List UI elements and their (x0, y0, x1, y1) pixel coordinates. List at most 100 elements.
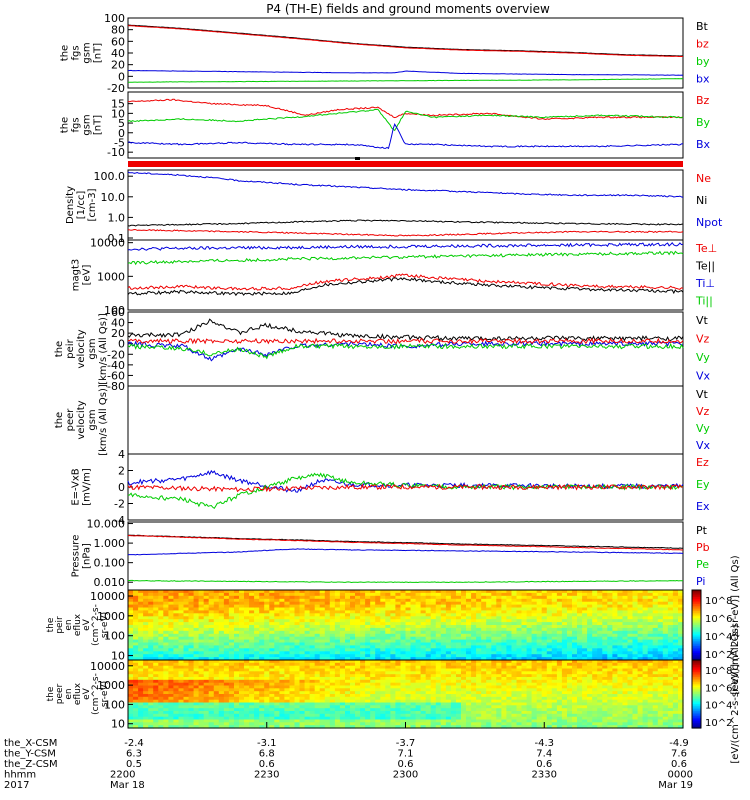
spectrogram-cell (395, 613, 401, 617)
spectrogram-cell (461, 654, 467, 658)
spectrogram-cell (678, 639, 684, 644)
spectrogram-cell (395, 642, 401, 646)
spectrogram-cell (506, 627, 512, 632)
spectrogram-cell (556, 677, 563, 681)
spectrogram-cell (269, 622, 275, 626)
spectrogram-cell (158, 619, 164, 623)
spectrogram-cell (587, 625, 593, 629)
spectrogram-cell (541, 705, 548, 709)
spectrogram-cell (375, 682, 381, 687)
spectrogram-cell (259, 630, 265, 635)
spectrogram-cell (133, 657, 139, 661)
spectrogram-cell (264, 705, 270, 709)
series-Ni (127, 219, 684, 227)
spectrogram-cell (491, 668, 497, 672)
spectrogram-cell (324, 616, 331, 620)
spectrogram-cell (193, 691, 200, 695)
y-tick-label: 20 (111, 327, 125, 340)
spectrogram-cell (360, 688, 366, 692)
spectrogram-cell (425, 679, 432, 684)
spectrogram-cell (193, 668, 200, 672)
spectrogram-cell (617, 657, 623, 661)
spectrogram-cell (461, 665, 467, 670)
spectrogram-cell (456, 716, 462, 721)
spectrogram-cell (370, 674, 376, 678)
spectrogram-cell (329, 719, 336, 723)
spectrogram-cell (385, 592, 391, 597)
spectrogram-cell (143, 691, 149, 695)
spectrogram-cell (309, 677, 316, 681)
spectrogram-cell (128, 694, 134, 698)
spectrogram-cell (128, 696, 134, 701)
spectrogram-cell (440, 699, 447, 704)
spectrogram-cell (471, 691, 477, 695)
spectrogram-cell (385, 722, 391, 726)
spectrogram-cell (385, 636, 391, 641)
spectrogram-cell (350, 604, 356, 609)
spectrogram-cell (223, 648, 230, 652)
spectrogram-cell (299, 657, 306, 661)
spectrogram-cell (435, 607, 442, 611)
spectrogram-cell (254, 613, 260, 617)
spectrogram-cell (223, 671, 230, 675)
spectrogram-cell (647, 642, 654, 646)
spectrogram-cell (183, 662, 190, 667)
legend-entry: Te|| (695, 260, 715, 273)
spectrogram-cell (128, 607, 134, 611)
spectrogram-cell (516, 651, 523, 655)
spectrogram-cell (198, 622, 205, 626)
spectrogram-cell (355, 645, 361, 649)
spectrogram-cell (299, 662, 306, 667)
spectrogram-cell (450, 607, 457, 611)
spectrogram-cell (355, 636, 361, 641)
spectrogram-cell (163, 716, 169, 721)
spectrogram-cell (486, 660, 492, 664)
spectrogram-cell (329, 645, 336, 649)
spectrogram-cell (551, 696, 558, 701)
spectrogram-cell (254, 622, 260, 626)
spectrogram-cell (128, 679, 134, 684)
spectrogram-cell (577, 630, 583, 635)
spectrogram-cell (481, 657, 487, 661)
spectrogram-cell (450, 636, 457, 641)
spectrogram-cell (143, 660, 149, 664)
spectrogram-cell (380, 651, 386, 655)
spectrogram-cell (551, 713, 558, 718)
colorbar-cell (692, 611, 701, 614)
spectrogram-cell (481, 604, 487, 609)
spectrogram-cell (264, 677, 270, 681)
spectrogram-cell (410, 699, 417, 704)
spectrogram-cell (395, 639, 401, 644)
spectrogram-cell (128, 662, 134, 667)
spectrogram-cell (299, 610, 306, 614)
spectrogram-cell (491, 627, 497, 632)
spectrogram-cell (284, 595, 290, 600)
spectrogram-cell (355, 630, 361, 635)
spectrogram-cell (370, 657, 376, 661)
spectrogram-cell (213, 668, 220, 672)
spectrogram-cell (239, 657, 245, 661)
spectrogram-cell (198, 613, 205, 617)
spectrogram-cell (486, 601, 492, 606)
spectrogram-cell (506, 654, 512, 658)
spectrogram-cell (572, 604, 578, 609)
spectrogram-cell (501, 668, 507, 672)
spectrogram-cell (375, 645, 381, 649)
spectrogram-cell (304, 639, 311, 644)
spectrogram-cell (511, 725, 518, 729)
spectrogram-cell (637, 607, 644, 611)
spectrogram-cell (294, 622, 301, 626)
spectrogram-cell (143, 694, 149, 698)
spectrogram-cell (269, 592, 275, 597)
spectrogram-cell (501, 725, 507, 729)
spectrogram-cell (511, 677, 518, 681)
spectrogram-cell (228, 607, 235, 611)
spectrogram-cell (461, 604, 467, 609)
spectrogram-cell (662, 636, 669, 641)
spectrogram-cell (329, 595, 336, 600)
spectrogram-cell (133, 716, 139, 721)
spectrogram-cell (259, 711, 265, 715)
spectrogram-cell (450, 685, 457, 689)
spectrogram-cell (425, 662, 432, 667)
spectrogram-cell (592, 595, 598, 600)
